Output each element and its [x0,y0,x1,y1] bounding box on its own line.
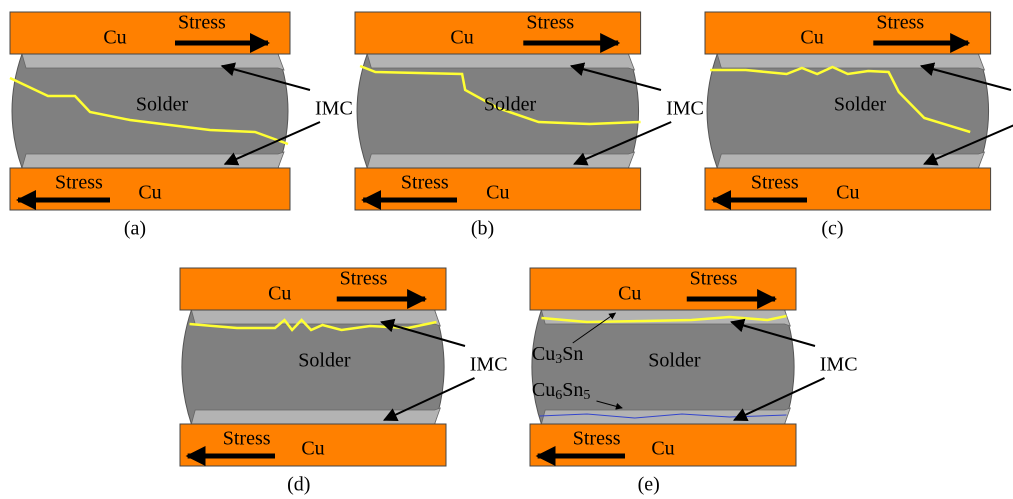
caption: (c) [821,218,843,240]
panel: Cu Stress Stress Cu Solder IMC (a) [10,12,353,240]
solder-label: Solder [136,94,189,116]
figure: Cu Stress Stress Cu Solder IMC (a) Cu Stress Stre… [0,0,1013,499]
cu-label: Cu [486,182,509,204]
stress-label: Stress [340,268,388,290]
imc-label: IMC [820,354,858,376]
imc-label: IMC [315,98,353,120]
cu-label: Cu [836,182,859,204]
solder-label: Solder [648,350,701,372]
cu-plate-top [355,12,641,54]
compound-part: Sn [562,379,583,401]
caption: (e) [638,474,660,496]
stress-label: Stress [690,268,738,290]
cu-label: Cu [800,27,823,49]
solder-label: Solder [834,94,887,116]
caption: (a) [124,218,146,240]
imc-top [191,310,440,326]
cu-label: Cu [450,27,473,49]
solder-label: Solder [298,350,351,372]
imc-top [367,54,634,70]
imc-label: IMC [470,354,508,376]
cu-label: Cu [651,438,674,460]
cu-label: Cu [618,283,641,305]
stress-label: Stress [526,12,574,34]
imc-top [717,54,984,70]
cu-label: Cu [301,438,324,460]
stress-label: Stress [178,12,226,34]
caption: (b) [471,218,494,240]
compound-part: 6 [555,388,562,403]
compound-part: 5 [583,388,590,403]
stress-label: Stress [876,12,924,34]
stress-label: Stress [55,172,103,194]
cu-plate-top [530,268,796,310]
stress-label: Stress [223,428,271,450]
stress-label: Stress [401,172,449,194]
cu-label: Cu [268,283,291,305]
compound-part: Sn [562,343,583,365]
cu-label: Cu [103,27,126,49]
panel: Cu Stress Stress Cu Solder IMC (b) [355,12,704,240]
cu-plate-top [180,268,446,310]
imc-label: IMC [666,98,704,120]
compound-part: 3 [555,352,562,367]
cu-plate-top [10,12,290,54]
cu-plate-top [705,12,991,54]
imc-top [22,54,284,70]
caption: (d) [287,474,310,496]
panel: Cu Stress Stress Cu Solder IMC (d) [180,268,508,496]
compound-part: Cu [532,343,555,365]
cu-label: Cu [138,182,161,204]
stress-label: Stress [573,428,621,450]
stress-label: Stress [751,172,799,194]
compound-part: Cu [532,379,555,401]
solder-label: Solder [484,94,537,116]
